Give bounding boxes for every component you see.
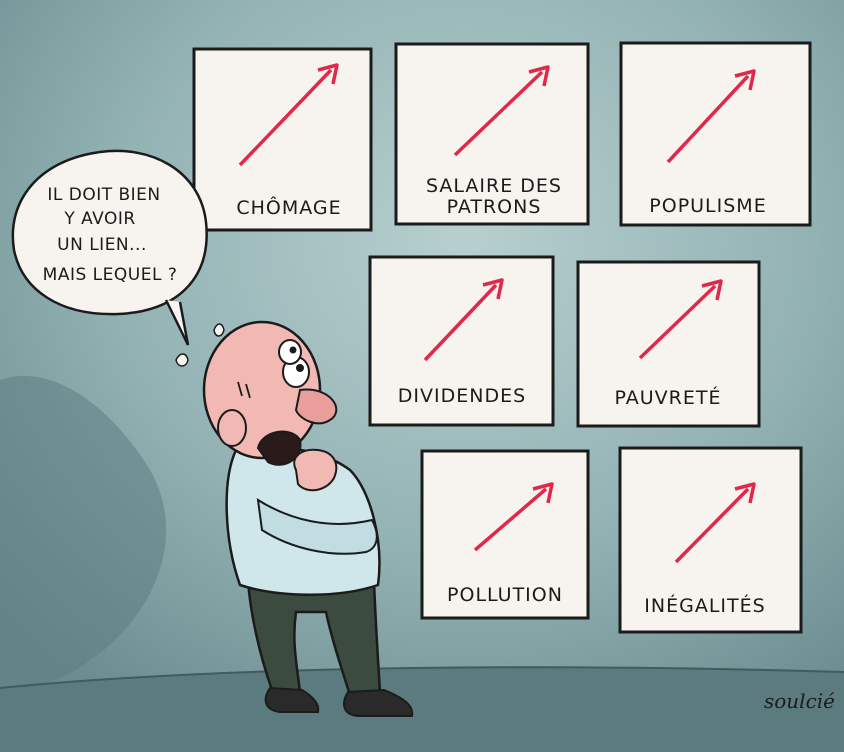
- poster-inegalites: INÉGALITÉS: [618, 446, 803, 634]
- poster-label: DIVIDENDES: [398, 385, 526, 407]
- sweat-drop: [213, 323, 225, 337]
- poster-pauvrete: PAUVRETÉ: [576, 260, 761, 428]
- speech-bubble: IL DOIT BIEN Y AVOIR UN LIEN... MAIS LEQ…: [11, 149, 208, 346]
- eye: [278, 339, 302, 365]
- poster-label: POPULISME: [649, 195, 766, 217]
- wall-shadow: [0, 376, 167, 690]
- nose: [294, 388, 338, 425]
- pupil: [289, 346, 297, 354]
- sweat-drop: [175, 353, 189, 367]
- poster-label: POLLUTION: [447, 584, 563, 606]
- ear: [217, 409, 247, 447]
- poster-salaire-des-patrons: SALAIRE DES PATRONS: [394, 42, 590, 226]
- mouth: [256, 430, 302, 466]
- poster-dividendes: DIVIDENDES: [368, 255, 555, 427]
- man-figure: [175, 320, 414, 717]
- poster-label: PAUVRETÉ: [615, 386, 722, 409]
- poster-label: CHÔMAGE: [236, 195, 341, 219]
- artist-signature: soulcié: [764, 689, 835, 713]
- poster-populisme: POPULISME: [619, 41, 812, 227]
- bubble-line-4: MAIS LEQUEL ?: [43, 265, 178, 285]
- floor: [0, 667, 844, 752]
- sweat-mark: [237, 381, 251, 399]
- crossed-arms: [256, 498, 378, 555]
- poster-chomage: CHÔMAGE: [192, 47, 373, 232]
- pupil: [296, 364, 304, 372]
- bubble-line-2: Y AVOIR: [63, 209, 135, 229]
- poster-label: INÉGALITÉS: [644, 594, 765, 617]
- poster-label-line1: SALAIRE DES: [426, 175, 562, 197]
- right-shoe: [343, 688, 414, 717]
- poster-label-line2: PATRONS: [447, 196, 542, 218]
- poster-pollution: POLLUTION: [420, 449, 590, 620]
- trousers: [246, 578, 382, 697]
- bubble-line-1: IL DOIT BIEN: [47, 185, 160, 205]
- bubble-line-3: UN LIEN...: [57, 235, 147, 255]
- left-shoe: [264, 686, 320, 713]
- hand: [293, 448, 338, 492]
